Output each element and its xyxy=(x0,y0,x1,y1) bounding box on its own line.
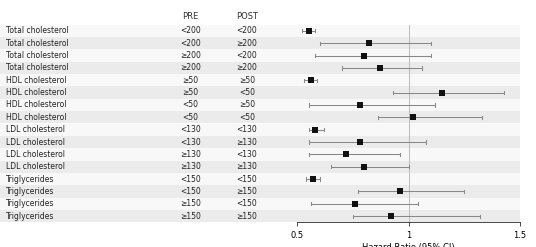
Text: <130: <130 xyxy=(180,138,201,146)
Text: ≥150: ≥150 xyxy=(236,212,257,221)
Text: ≥150: ≥150 xyxy=(180,199,201,208)
Text: <150: <150 xyxy=(236,199,257,208)
Text: Triglycerides: Triglycerides xyxy=(6,212,54,221)
Bar xyxy=(0,210,297,222)
Text: <50: <50 xyxy=(182,101,198,109)
Bar xyxy=(297,62,520,74)
Bar xyxy=(0,49,297,62)
Text: ≥130: ≥130 xyxy=(180,150,201,159)
Text: <200: <200 xyxy=(236,26,257,35)
Bar xyxy=(297,74,520,86)
Text: HDL cholesterol: HDL cholesterol xyxy=(6,76,66,85)
Bar xyxy=(0,99,297,111)
Text: <150: <150 xyxy=(236,175,257,184)
Bar xyxy=(297,198,520,210)
Text: Total cholesterol: Total cholesterol xyxy=(6,63,69,72)
Bar xyxy=(0,25,297,37)
Text: Total cholesterol: Total cholesterol xyxy=(6,51,69,60)
Text: <130: <130 xyxy=(180,125,201,134)
Bar xyxy=(0,161,297,173)
Bar xyxy=(297,210,520,222)
Bar xyxy=(297,37,520,49)
Bar xyxy=(297,25,520,37)
Bar xyxy=(0,198,297,210)
Text: Triglycerides: Triglycerides xyxy=(6,199,54,208)
Text: ≥200: ≥200 xyxy=(180,63,201,72)
Bar xyxy=(297,99,520,111)
Text: <50: <50 xyxy=(182,113,198,122)
Text: PRE: PRE xyxy=(182,12,198,21)
Text: LDL cholesterol: LDL cholesterol xyxy=(6,162,65,171)
Bar xyxy=(0,37,297,49)
Bar xyxy=(297,136,520,148)
Text: <150: <150 xyxy=(180,175,201,184)
Bar xyxy=(0,148,297,161)
Text: Triglycerides: Triglycerides xyxy=(6,175,54,184)
Text: HDL cholesterol: HDL cholesterol xyxy=(6,88,66,97)
Text: ≥150: ≥150 xyxy=(236,187,257,196)
Text: ≥50: ≥50 xyxy=(182,76,198,85)
Text: <50: <50 xyxy=(239,88,255,97)
Bar xyxy=(0,185,297,198)
Bar xyxy=(297,161,520,173)
Text: HDL cholesterol: HDL cholesterol xyxy=(6,113,66,122)
Text: Total cholesterol: Total cholesterol xyxy=(6,39,69,48)
Bar xyxy=(297,173,520,185)
Text: ≥50: ≥50 xyxy=(239,101,255,109)
Text: POST: POST xyxy=(236,12,258,21)
X-axis label: Hazard Ratio (95% CI): Hazard Ratio (95% CI) xyxy=(362,243,455,247)
Text: ≥150: ≥150 xyxy=(180,212,201,221)
Bar xyxy=(0,74,297,86)
Text: ≥200: ≥200 xyxy=(236,63,257,72)
Text: ≥200: ≥200 xyxy=(180,51,201,60)
Text: <150: <150 xyxy=(180,187,201,196)
Text: ≥130: ≥130 xyxy=(236,162,257,171)
Bar xyxy=(297,111,520,124)
Text: ≥130: ≥130 xyxy=(236,138,257,146)
Bar xyxy=(0,136,297,148)
Bar xyxy=(297,148,520,161)
Text: LDL cholesterol: LDL cholesterol xyxy=(6,125,65,134)
Text: ≥50: ≥50 xyxy=(239,76,255,85)
Text: <130: <130 xyxy=(236,125,257,134)
Bar xyxy=(0,86,297,99)
Bar xyxy=(0,173,297,185)
Bar xyxy=(297,185,520,198)
Text: Triglycerides: Triglycerides xyxy=(6,187,54,196)
Text: ≥200: ≥200 xyxy=(236,39,257,48)
Text: <130: <130 xyxy=(236,150,257,159)
Bar xyxy=(297,86,520,99)
Text: LDL cholesterol: LDL cholesterol xyxy=(6,138,65,146)
Bar xyxy=(0,62,297,74)
Bar xyxy=(0,111,297,124)
Text: <200: <200 xyxy=(180,26,201,35)
Text: ≥130: ≥130 xyxy=(180,162,201,171)
Bar xyxy=(297,49,520,62)
Text: <200: <200 xyxy=(236,51,257,60)
Bar xyxy=(0,124,297,136)
Text: HDL cholesterol: HDL cholesterol xyxy=(6,101,66,109)
Text: <50: <50 xyxy=(239,113,255,122)
Text: LDL cholesterol: LDL cholesterol xyxy=(6,150,65,159)
Text: <200: <200 xyxy=(180,39,201,48)
Text: Total cholesterol: Total cholesterol xyxy=(6,26,69,35)
Bar xyxy=(297,124,520,136)
Text: ≥50: ≥50 xyxy=(182,88,198,97)
